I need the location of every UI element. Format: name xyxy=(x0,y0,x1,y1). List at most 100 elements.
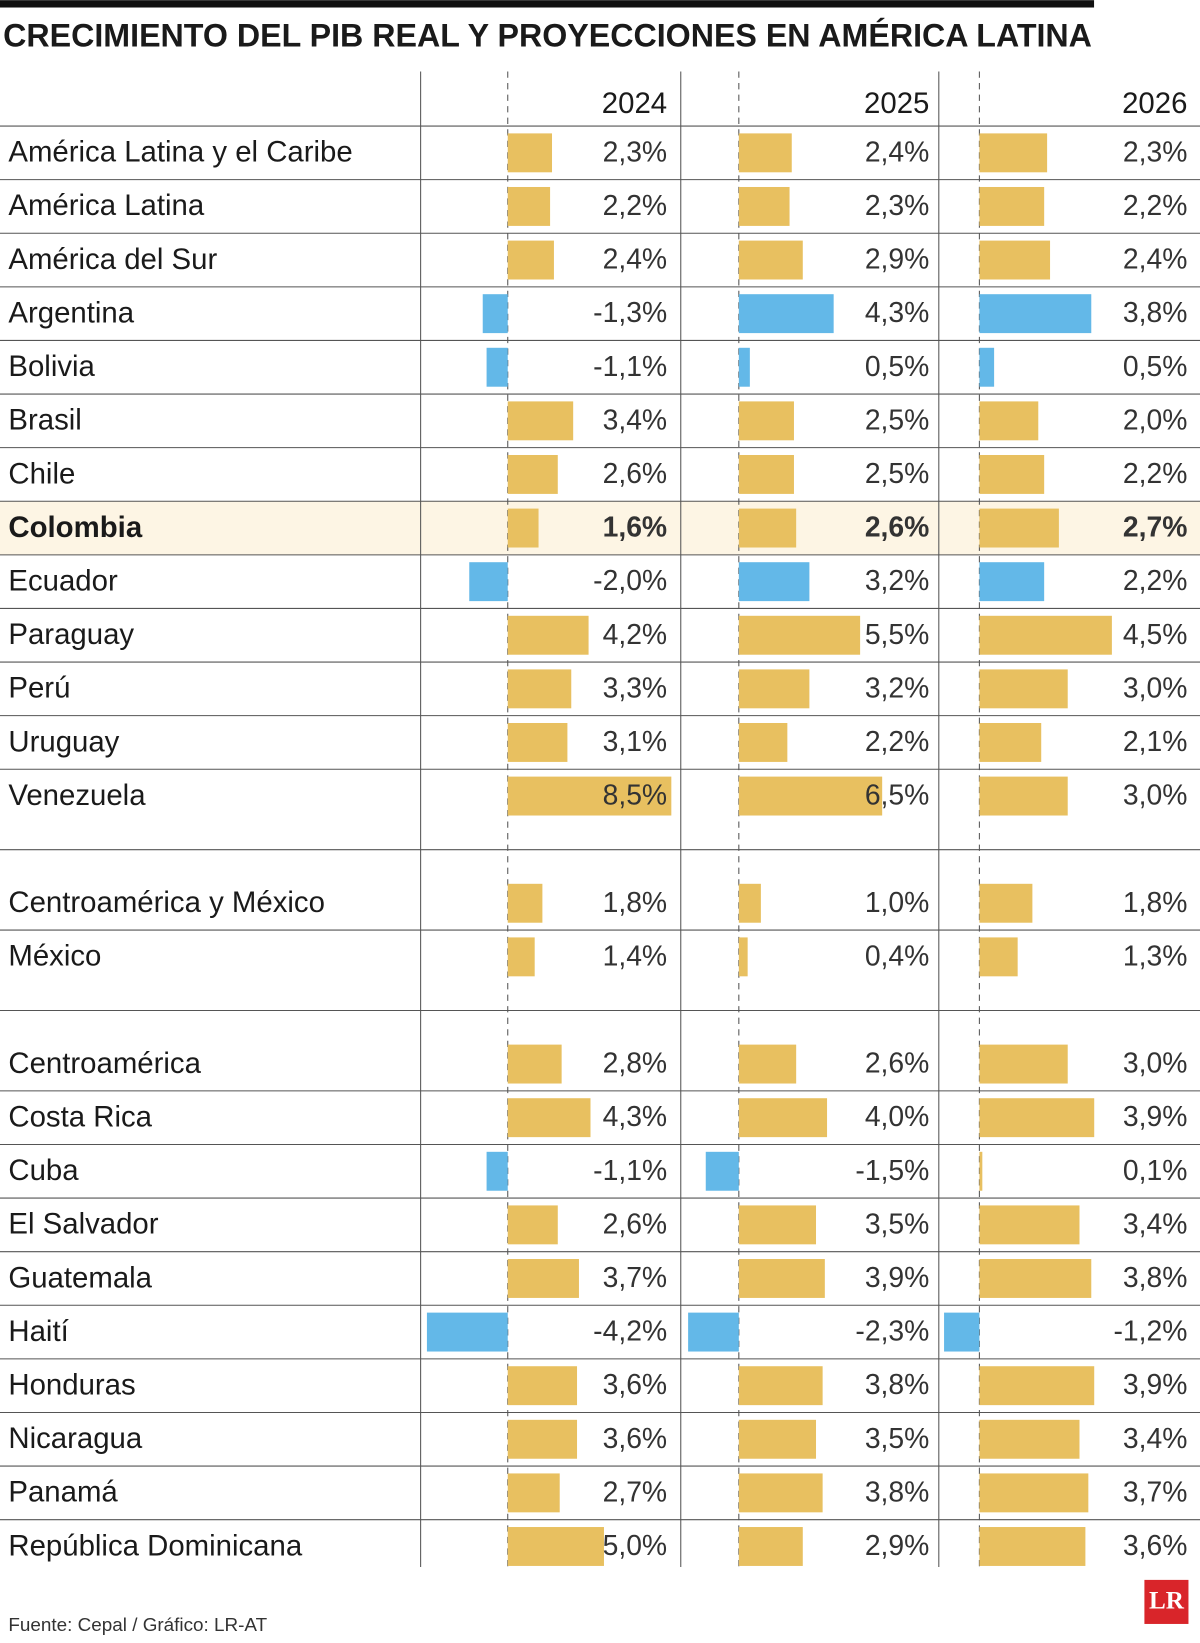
bar xyxy=(738,937,748,977)
value-label: 2,3% xyxy=(1123,136,1188,168)
logo-box xyxy=(1144,1579,1189,1624)
row-label: Perú xyxy=(8,672,70,705)
value-label: 0,5% xyxy=(865,351,930,383)
row-label: Centroamérica y México xyxy=(8,886,325,919)
value-label: 2,4% xyxy=(603,244,668,276)
value-label: 2,9% xyxy=(865,244,930,276)
value-label: 1,6% xyxy=(603,512,668,544)
bar xyxy=(979,347,995,387)
row-label: América del Sur xyxy=(8,243,217,276)
value-label: 2,2% xyxy=(1123,458,1188,490)
bar xyxy=(486,1151,508,1191)
bar xyxy=(507,1205,558,1245)
bar xyxy=(979,1098,1095,1138)
row-label: Honduras xyxy=(8,1368,135,1401)
value-label: 3,2% xyxy=(865,565,930,597)
bar xyxy=(738,240,803,280)
bar xyxy=(979,562,1045,602)
bar xyxy=(979,1044,1068,1084)
value-label: 2,3% xyxy=(603,136,668,168)
value-label: 2,6% xyxy=(865,512,930,544)
bar xyxy=(507,883,543,923)
bar xyxy=(738,401,794,441)
value-label: 3,5% xyxy=(865,1423,930,1455)
bar xyxy=(979,401,1039,441)
row-label: Chile xyxy=(8,457,75,490)
bar xyxy=(507,454,558,494)
bar xyxy=(507,1527,604,1566)
row-label: Haití xyxy=(8,1315,69,1348)
value-label: 2,7% xyxy=(1123,512,1188,544)
value-label: 1,0% xyxy=(865,887,930,919)
bar xyxy=(507,615,589,655)
bar xyxy=(738,186,790,226)
value-label: 2,6% xyxy=(603,1208,668,1240)
value-label: 2,4% xyxy=(1123,244,1188,276)
row-label: Uruguay xyxy=(8,725,119,758)
value-label: 3,8% xyxy=(865,1369,930,1401)
value-label: -1,1% xyxy=(593,351,667,383)
bar xyxy=(507,240,554,280)
value-label: 0,1% xyxy=(1123,1155,1188,1187)
value-label: 3,6% xyxy=(1123,1530,1188,1562)
bar xyxy=(979,883,1033,923)
row-label: Bolivia xyxy=(8,350,95,383)
value-label: 4,0% xyxy=(865,1101,930,1133)
bar xyxy=(979,669,1068,709)
value-label: 6,5% xyxy=(865,780,930,812)
bar xyxy=(979,133,1048,173)
value-label: -2,3% xyxy=(855,1316,929,1348)
bar xyxy=(426,1312,508,1352)
value-label: 3,8% xyxy=(1123,1262,1188,1294)
value-label: 2,8% xyxy=(603,1048,668,1080)
bar xyxy=(507,1098,591,1138)
bar xyxy=(738,347,750,387)
value-label: 3,6% xyxy=(603,1423,668,1455)
bar xyxy=(979,1205,1080,1245)
bar xyxy=(738,1098,828,1138)
value-label: -1,5% xyxy=(855,1155,929,1187)
value-label: 3,0% xyxy=(1123,780,1188,812)
bar xyxy=(738,1527,803,1566)
value-label: 0,5% xyxy=(1123,351,1188,383)
value-label: 2,9% xyxy=(865,1530,930,1562)
value-label: 4,5% xyxy=(1123,619,1188,651)
bar xyxy=(738,1419,817,1459)
column-header: 2026 xyxy=(1122,87,1187,120)
value-label: 1,4% xyxy=(603,940,668,972)
bar xyxy=(738,1473,823,1513)
value-label: 3,1% xyxy=(603,726,668,758)
row-label: Guatemala xyxy=(8,1261,152,1294)
row-label: El Salvador xyxy=(8,1208,158,1241)
bar xyxy=(738,454,794,494)
value-label: 2,1% xyxy=(1123,726,1188,758)
value-label: 3,7% xyxy=(603,1262,668,1294)
value-label: 4,3% xyxy=(865,297,930,329)
bar xyxy=(507,723,568,762)
value-label: 8,5% xyxy=(603,780,668,812)
bar xyxy=(979,508,1059,548)
value-label: 3,9% xyxy=(1123,1369,1188,1401)
bar xyxy=(507,401,574,441)
bar xyxy=(944,1312,980,1352)
row-label: Venezuela xyxy=(8,779,146,812)
bar xyxy=(688,1312,739,1352)
row-label: México xyxy=(8,940,101,973)
bar xyxy=(738,1366,823,1406)
bar xyxy=(979,1419,1080,1459)
value-label: 3,9% xyxy=(1123,1101,1188,1133)
value-label: 1,3% xyxy=(1123,940,1188,972)
row-label: Ecuador xyxy=(8,564,118,597)
bar xyxy=(738,294,834,334)
logo: LR xyxy=(1149,1588,1185,1615)
value-label: 2,4% xyxy=(865,136,930,168)
value-label: -2,0% xyxy=(593,565,667,597)
value-label: 2,0% xyxy=(1123,404,1188,436)
value-label: -1,2% xyxy=(1113,1316,1187,1348)
value-label: 3,0% xyxy=(1123,672,1188,704)
value-label: -1,3% xyxy=(593,297,667,329)
value-label: 4,2% xyxy=(603,619,668,651)
value-label: 3,4% xyxy=(603,404,668,436)
bar xyxy=(979,1151,983,1191)
